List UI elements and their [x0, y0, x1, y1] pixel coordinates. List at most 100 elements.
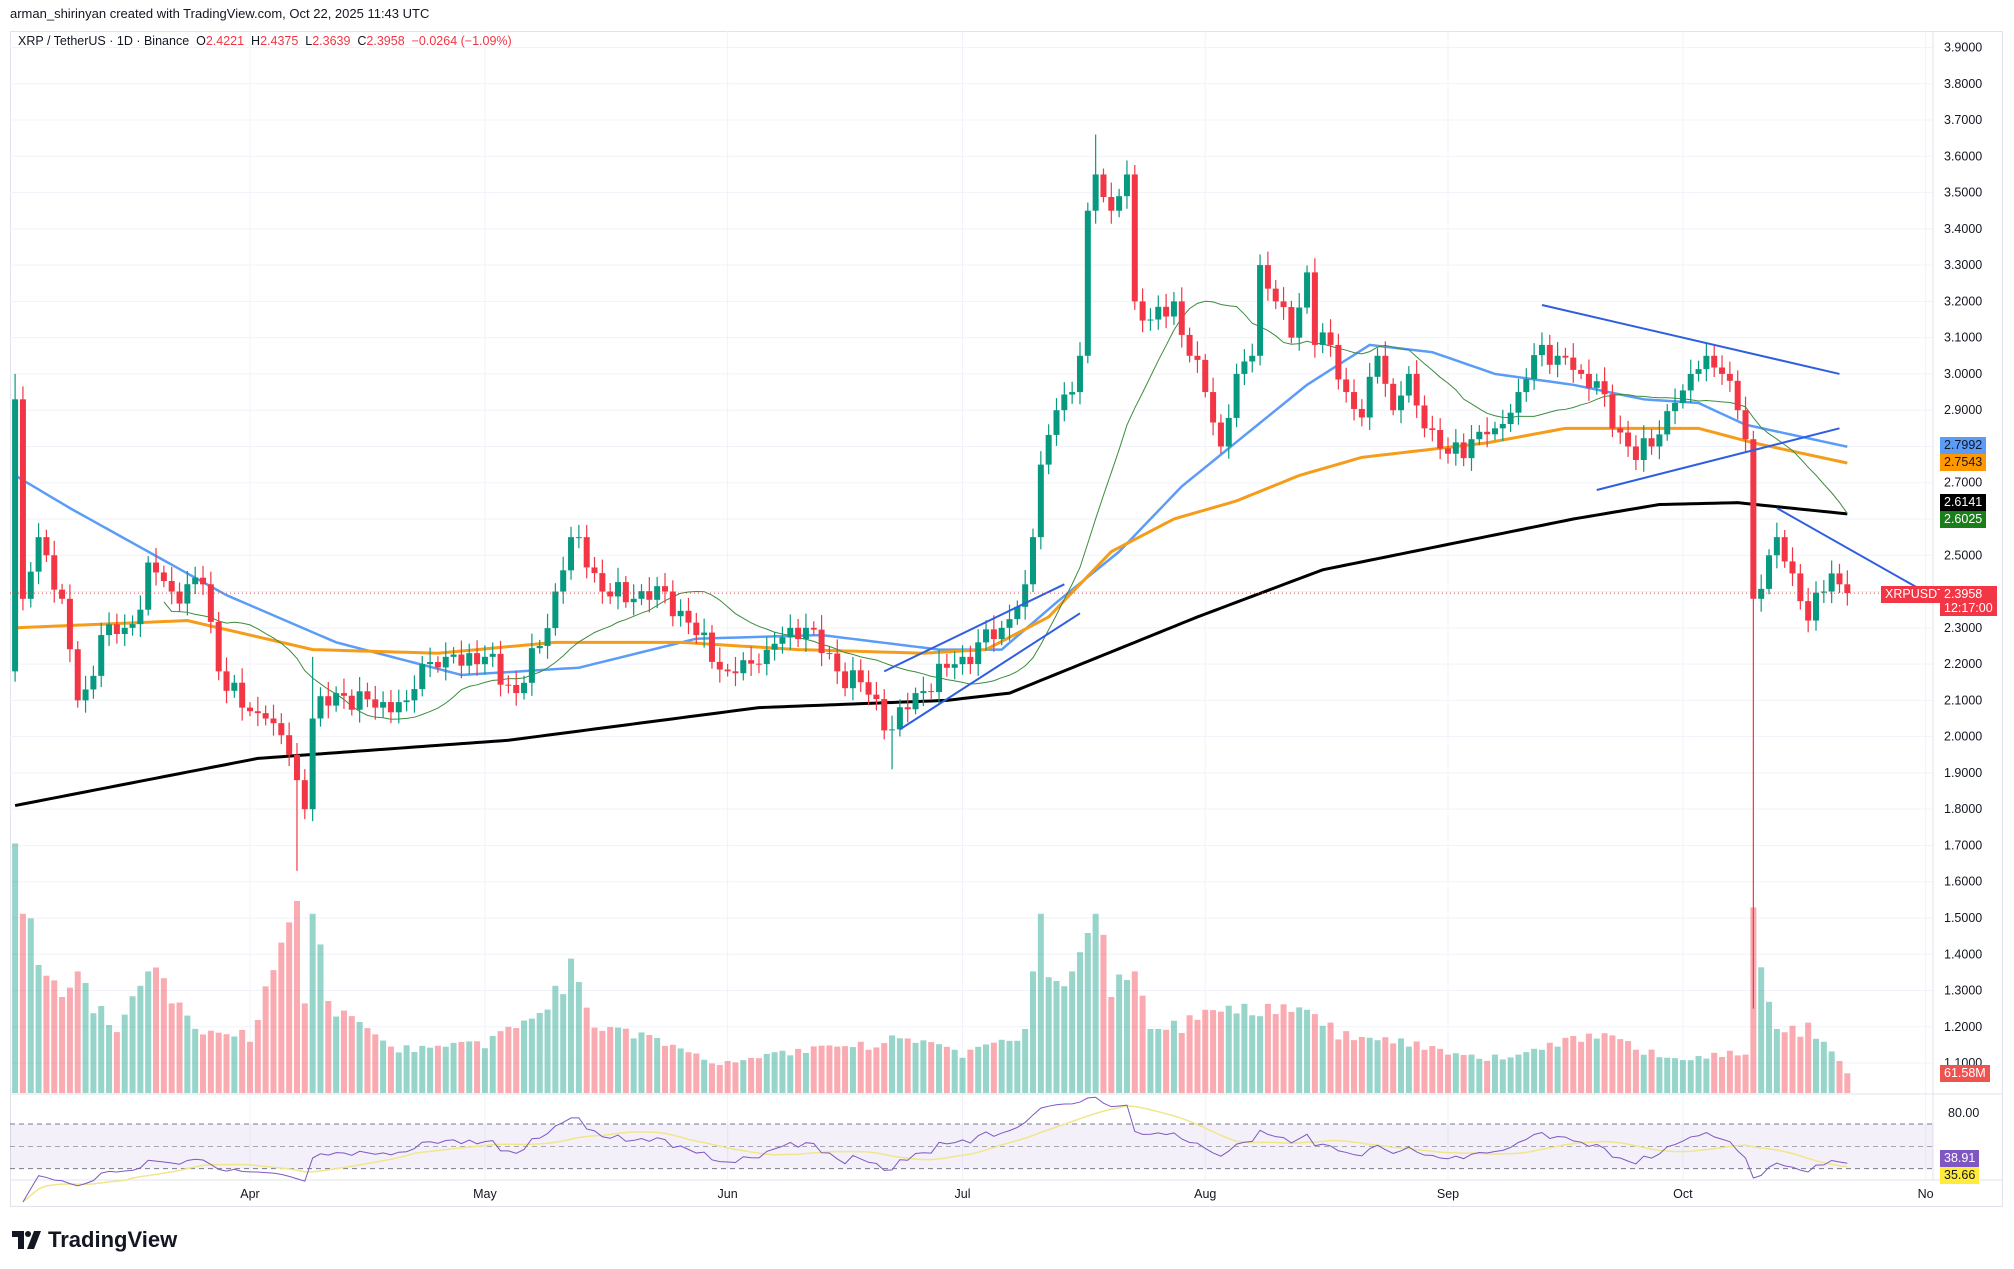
candle-body: [1601, 381, 1608, 395]
plot-area: [10, 134, 1933, 1093]
volume-bar: [1202, 1009, 1209, 1093]
candle-body: [568, 537, 575, 571]
volume-bar: [1711, 1052, 1718, 1093]
candle-body: [1726, 373, 1733, 381]
volume-bar: [1734, 1055, 1741, 1093]
candle-body: [654, 586, 661, 600]
volume-bar: [1593, 1038, 1600, 1093]
volume-bar: [583, 1007, 590, 1093]
candle-body: [661, 586, 668, 592]
candle-body: [1460, 442, 1467, 459]
volume-bar: [1319, 1025, 1326, 1093]
volume-bar: [967, 1049, 974, 1093]
volume-bar: [66, 987, 73, 1093]
volume-bar: [489, 1036, 496, 1093]
candle-body: [505, 684, 512, 686]
candle-body: [1836, 573, 1843, 585]
volume-bar: [1640, 1054, 1647, 1093]
candle-body: [176, 591, 183, 604]
price-tick-label: 1.7000: [1944, 838, 1982, 852]
candle-body: [1358, 408, 1365, 418]
candle-body: [278, 723, 285, 736]
candle-body: [1092, 174, 1099, 211]
volume-bar: [113, 1032, 120, 1093]
volume-bar: [1163, 1029, 1170, 1093]
change-value: −0.0264 (−1.09%): [411, 34, 512, 48]
candle-body: [1452, 442, 1459, 454]
logo-text: TradingView: [48, 1227, 178, 1252]
volume-bar: [1304, 1009, 1311, 1093]
volume-bar: [403, 1045, 410, 1093]
volume-bar: [1186, 1015, 1193, 1093]
volume-bar: [873, 1047, 880, 1093]
volume-bar: [1241, 1003, 1248, 1093]
price-tick-label: 3.3000: [1944, 258, 1982, 272]
candle-body: [810, 627, 817, 630]
candle-body: [1531, 355, 1538, 380]
volume-bar: [1695, 1056, 1702, 1093]
volume-bar: [239, 1029, 246, 1093]
tradingview-logo[interactable]: TradingView: [12, 1227, 177, 1253]
candle-body: [1037, 464, 1044, 538]
candle-body: [1805, 601, 1812, 621]
trendline: [1776, 507, 1919, 589]
candle-body: [975, 642, 982, 665]
ma200-tag: 2.6141: [1940, 494, 1987, 511]
volume-bar: [1609, 1035, 1616, 1093]
volume-bar: [607, 1027, 614, 1093]
candle-body: [849, 670, 856, 689]
volume-bar: [505, 1026, 512, 1093]
volume-bar: [834, 1046, 841, 1093]
close-value: 2.3958: [366, 34, 405, 48]
volume-bar: [1797, 1036, 1804, 1093]
candle-body: [59, 589, 66, 599]
candle-body: [1045, 434, 1052, 465]
candle-body: [270, 718, 277, 724]
price-tick-label: 3.5000: [1944, 186, 1982, 200]
symbol-title: XRP / TetherUS · 1D · Binance: [18, 34, 190, 48]
candle-body: [1640, 438, 1647, 460]
volume-bar: [1507, 1057, 1514, 1093]
candle-body: [317, 696, 324, 719]
candle-body: [1773, 537, 1780, 556]
candle-body: [145, 562, 152, 610]
candle-body: [536, 645, 543, 649]
candle-body: [1233, 373, 1240, 418]
candle-body: [1405, 373, 1412, 396]
volume-bar: [748, 1057, 755, 1093]
volume-bar: [936, 1044, 943, 1093]
volume-bar: [286, 922, 293, 1093]
volume-bar: [1538, 1049, 1545, 1093]
candle-body: [1108, 197, 1115, 211]
candle-body: [904, 707, 911, 710]
volume-bar: [1131, 971, 1138, 1093]
candle-body: [1186, 334, 1193, 356]
candle-body: [325, 696, 332, 706]
volume-bar: [1781, 1032, 1788, 1093]
candle-body: [223, 671, 230, 691]
volume-bar: [301, 1003, 308, 1093]
candle-body: [215, 621, 222, 672]
candle-body: [599, 573, 606, 592]
candle-body: [74, 649, 81, 701]
volume-bar: [1280, 1004, 1287, 1093]
candle-body: [1656, 434, 1663, 447]
volume-bar: [802, 1053, 809, 1093]
volume-bar: [1836, 1061, 1843, 1093]
candle-body: [90, 675, 97, 690]
candle-body: [387, 702, 394, 713]
volume-bar: [1311, 1014, 1318, 1093]
volume-bar: [1758, 967, 1765, 1093]
volume-bar: [669, 1044, 676, 1093]
ma50-line: [14, 343, 1848, 677]
volume-bar: [701, 1059, 708, 1093]
volume-bar: [1413, 1041, 1420, 1093]
volume-bar: [1296, 1007, 1303, 1093]
volume-bar: [1664, 1057, 1671, 1093]
candle-body: [912, 693, 919, 710]
candle-body: [12, 399, 19, 672]
candle-body: [1781, 537, 1788, 562]
candle-body: [442, 656, 449, 668]
volume-bar: [693, 1053, 700, 1093]
